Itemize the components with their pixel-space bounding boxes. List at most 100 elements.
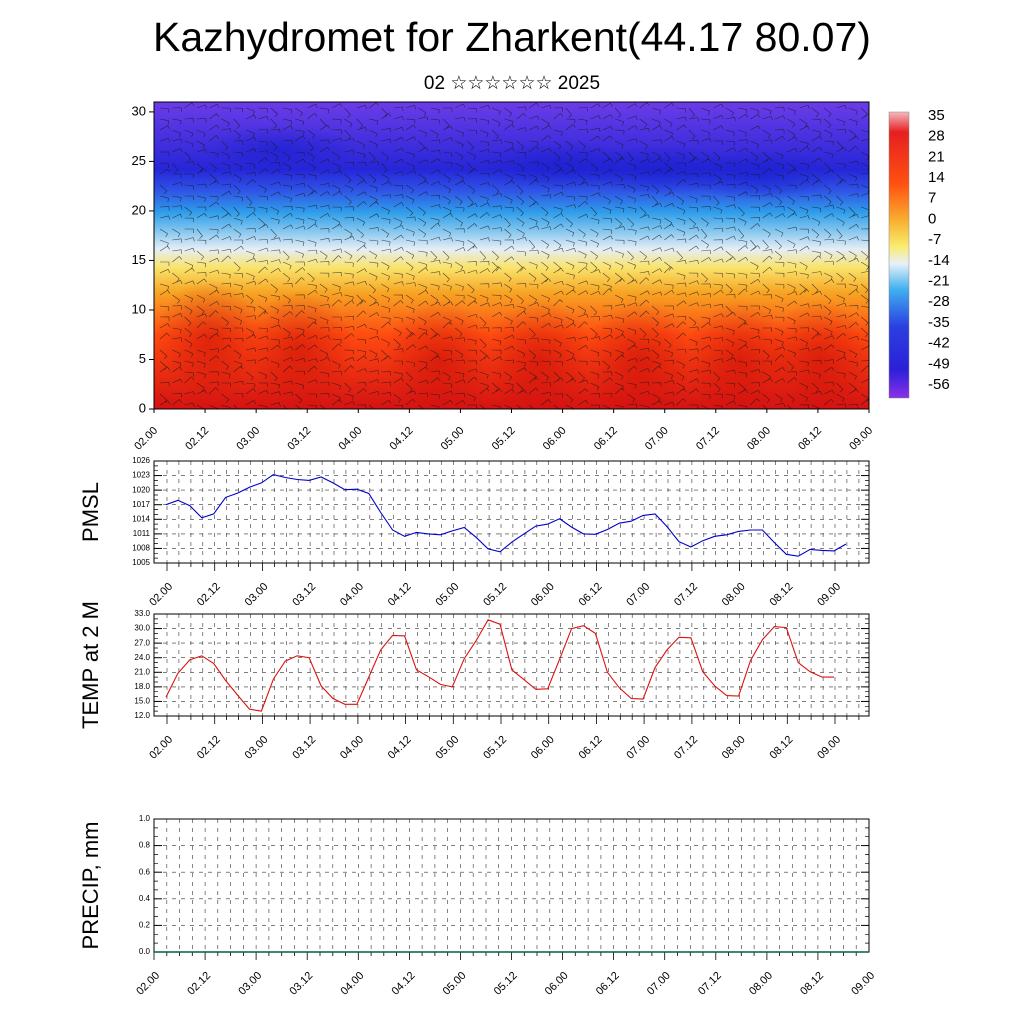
y-tick-label: 1011 <box>133 529 151 538</box>
x-tick-label: 04.00 <box>337 425 365 453</box>
panel-frame <box>153 613 870 717</box>
x-ticks <box>166 716 860 724</box>
y-tick-label: 0 <box>139 400 146 415</box>
panel-frame <box>153 460 870 564</box>
x-tick-label: 05.12 <box>490 425 518 453</box>
colorbar-label: 28 <box>928 128 945 145</box>
x-tick-label: 08.12 <box>796 425 824 453</box>
y-tick-label: 21.0 <box>134 667 150 676</box>
x-tick-label: 07.12 <box>696 970 724 998</box>
y-tick-label: 20 <box>132 202 146 217</box>
y-tick-label: 1017 <box>132 500 150 509</box>
colorbar: 35 28 21 14 7 0 -7 -14 -21 -28 -35 -42 -49 -56 <box>888 107 950 399</box>
x-tick-label: 07.00 <box>624 734 652 762</box>
x-tick-label: 08.00 <box>720 734 748 762</box>
x-tick-label: 02.12 <box>195 581 223 609</box>
x-tick-label: 05.00 <box>434 581 462 609</box>
warm-core <box>765 300 869 409</box>
grid-vertical <box>153 819 857 952</box>
y-minor-ticks <box>154 618 869 712</box>
grid-vertical <box>166 614 860 716</box>
x-tick-label: 08.00 <box>747 970 775 998</box>
x-tick-label: 06.12 <box>592 425 620 453</box>
colorbar-label: 0 <box>928 210 936 227</box>
colorbar-label: -14 <box>928 252 950 269</box>
x-tick-label: 05.12 <box>481 734 509 762</box>
y-axis-title: PRECIP, mm <box>78 822 103 950</box>
y-tick-label: 5 <box>139 351 146 366</box>
y-tick-label: 1014 <box>132 514 150 523</box>
x-tick-label: 07.12 <box>694 425 722 453</box>
x-tick-label: 06.00 <box>543 970 571 998</box>
x-tick-label: 04.12 <box>390 970 418 998</box>
x-tick-label: 02.00 <box>147 581 175 609</box>
x-tick-label: 02.12 <box>183 425 211 453</box>
x-tick-label: 07.12 <box>672 734 700 762</box>
y-tick-label: 1.0 <box>139 814 151 823</box>
wind-barbs <box>159 102 869 409</box>
x-tick-label: 03.12 <box>290 581 318 609</box>
cold-core <box>200 125 360 175</box>
x-tick-label: 04.12 <box>386 734 414 762</box>
x-tick-label: 09.00 <box>847 425 875 453</box>
x-tick-label: 08.12 <box>768 734 796 762</box>
temperature-cross-section: 0 5 10 15 20 25 30 02.00 02.12 03.00 03.12 04.00 04.… <box>132 101 875 453</box>
y-tick-label: 30 <box>132 103 146 118</box>
warm-core <box>245 290 355 409</box>
x-tick-label: 08.00 <box>720 581 748 609</box>
colorbar-label: -21 <box>928 273 950 290</box>
x-tick-label: 03.12 <box>285 425 313 453</box>
x-tick-label: 06.12 <box>577 734 605 762</box>
x-ticks <box>166 563 860 571</box>
x-tick-label: 05.12 <box>481 581 509 609</box>
x-tick-label: 06.00 <box>529 581 557 609</box>
temp-panel: 12.0 15.0 18.0 21.0 24.0 27.0 30.0 33.0 02.00 02.… <box>78 601 870 762</box>
colorbar-label: -42 <box>928 335 950 352</box>
x-tick-label: 02.12 <box>185 970 213 998</box>
x-tick-label: 02.00 <box>134 970 162 998</box>
colorbar-label: 14 <box>928 169 945 186</box>
chart-title: Kazhydromet for Zharkent(44.17 80.07) <box>153 14 871 60</box>
x-tick-label: 04.00 <box>338 734 366 762</box>
y-tick-label: 0.4 <box>139 894 151 903</box>
y-tick-label: 0.8 <box>139 841 151 850</box>
colorbar-label: -56 <box>928 376 950 393</box>
y-tick-label: 18.0 <box>134 682 150 691</box>
warm-core <box>155 280 265 400</box>
colorbar-label: -49 <box>928 355 950 372</box>
x-tick-label: 06.12 <box>594 970 622 998</box>
warm-core <box>685 300 795 409</box>
x-tick-label: 02.12 <box>195 734 223 762</box>
precip-panel: 0.0 0.2 0.4 0.6 0.8 1.0 02.00 02.12 03.00 03.12 04… <box>78 814 877 998</box>
colorbar-label: 35 <box>928 107 945 124</box>
x-tick-label: 08.00 <box>745 425 773 453</box>
x-tick-label: 05.00 <box>441 970 469 998</box>
y-tick-label: 12.0 <box>134 711 150 720</box>
colorbar-label: -28 <box>928 293 950 310</box>
y-tick-label: 0.2 <box>139 921 151 930</box>
x-tick-label: 09.00 <box>849 970 877 998</box>
heatmap-field <box>154 102 869 409</box>
colorbar-gradient <box>889 112 909 398</box>
x-tick-label: 05.00 <box>434 734 462 762</box>
x-tick-label: 09.00 <box>815 581 843 609</box>
colorbar-label: -35 <box>928 314 950 331</box>
x-tick-label: 08.12 <box>798 970 826 998</box>
x-tick-label: 04.12 <box>388 425 416 453</box>
x-tick-label: 06.00 <box>529 734 557 762</box>
y-tick-label: 1023 <box>132 471 150 480</box>
x-tick-label: 02.00 <box>147 734 175 762</box>
x-tick-label: 07.12 <box>672 581 700 609</box>
warm-core <box>585 300 695 409</box>
y-tick-label: 1026 <box>132 456 150 465</box>
y-axis-title: PMSL <box>78 482 103 542</box>
grid-horizontal <box>154 460 869 564</box>
x-ticks <box>153 952 857 960</box>
y-tick-label: 0.0 <box>139 947 151 956</box>
y-tick-label: 24.0 <box>134 653 150 662</box>
x-tick-label: 03.12 <box>290 734 318 762</box>
x-tick-label: 04.12 <box>386 581 414 609</box>
x-tick-label: 05.12 <box>492 970 520 998</box>
y-axis-title: TEMP at 2 M <box>78 601 103 729</box>
